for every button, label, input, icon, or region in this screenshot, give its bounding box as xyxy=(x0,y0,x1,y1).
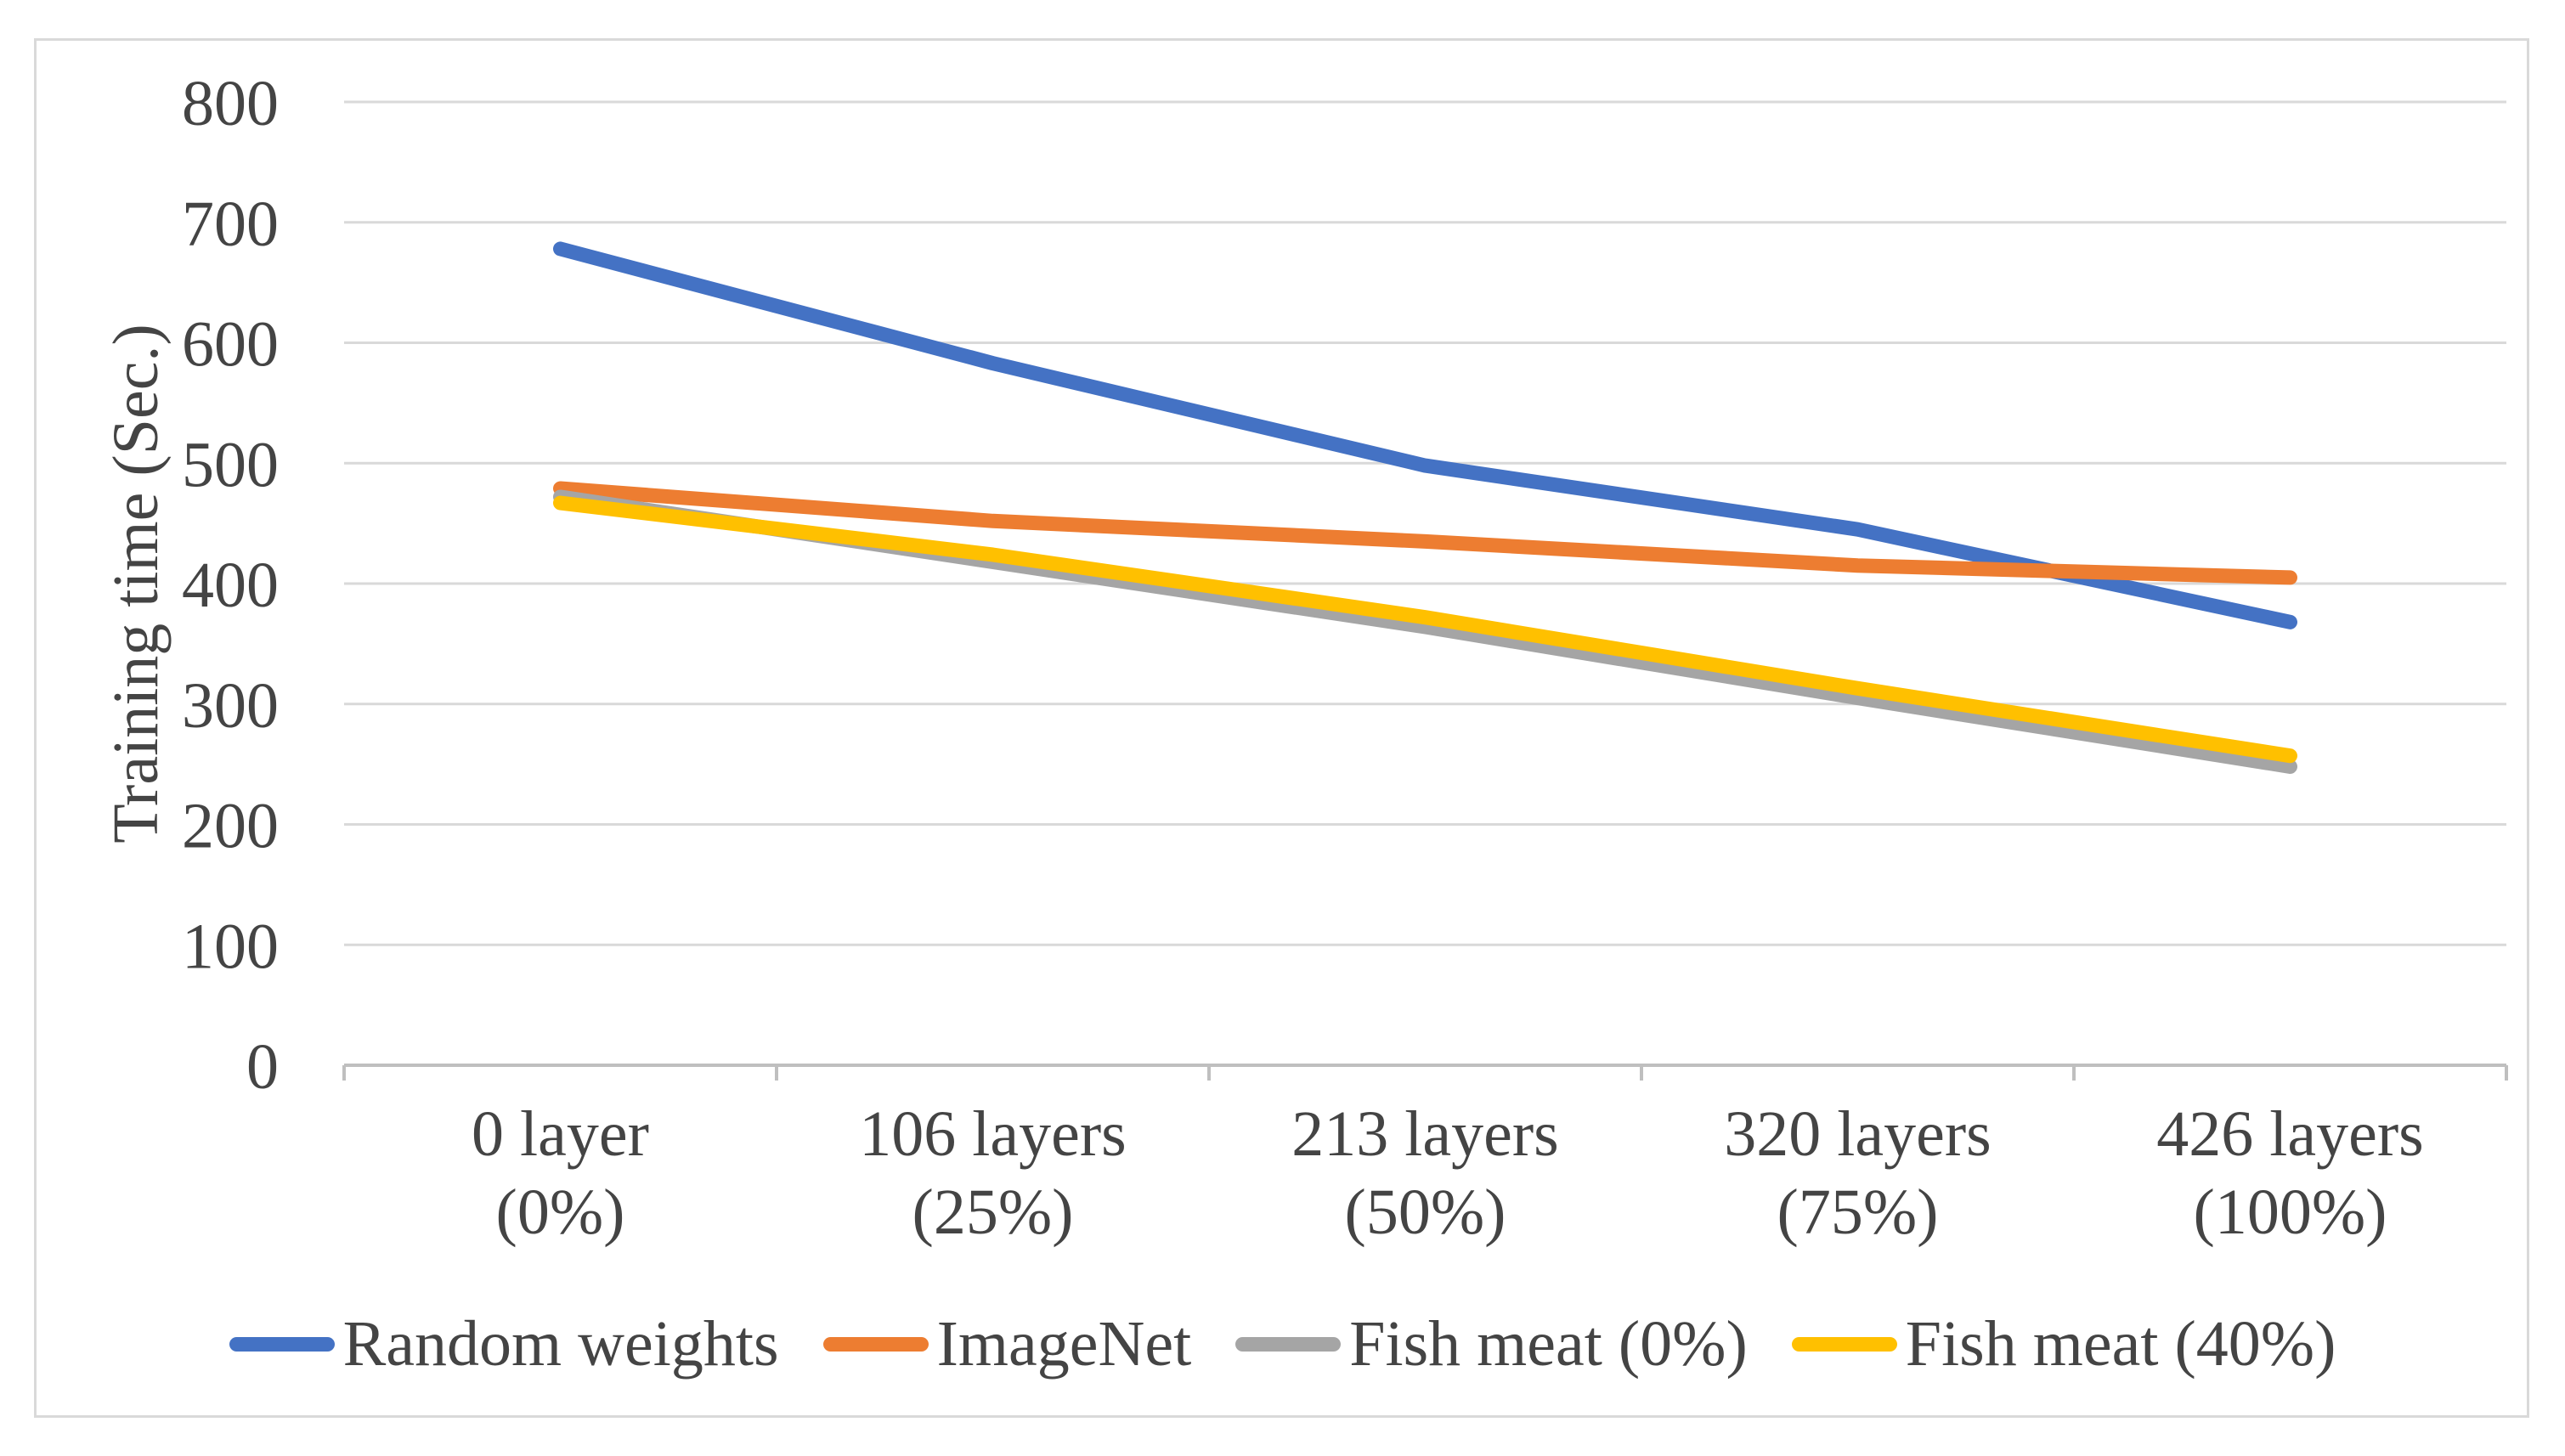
y-tick-label: 400 xyxy=(182,550,279,621)
legend-label: Random weights xyxy=(342,1308,779,1380)
x-category-sublabel: (0%) xyxy=(496,1177,625,1248)
y-tick-label: 200 xyxy=(182,791,279,862)
y-axis-title: Training time (Sec.) xyxy=(100,324,172,843)
x-axis-category-labels: 0 layer(0%) 106 layers(25%) 213 layers(50%… xyxy=(472,1098,2424,1248)
x-category-label: 213 layers xyxy=(1291,1098,1558,1170)
y-tick-label: 500 xyxy=(182,429,279,500)
x-axis xyxy=(342,1064,2508,1081)
y-tick-label: 700 xyxy=(182,189,279,260)
y-tick-label: 100 xyxy=(182,911,279,982)
legend-item: Fish meat (0%) xyxy=(1235,1312,1748,1376)
legend-marker xyxy=(822,1336,929,1352)
y-tick-label: 300 xyxy=(182,670,279,742)
legend-item: Fish meat (40%) xyxy=(1791,1308,2336,1380)
x-category-label: 320 layers xyxy=(1724,1098,1991,1170)
x-category-sublabel: (25%) xyxy=(912,1177,1074,1248)
x-category-label: 0 layer xyxy=(472,1098,649,1170)
series-line-imagenet xyxy=(553,481,2297,585)
legend-marker xyxy=(229,1336,335,1352)
x-category-label: 426 layers xyxy=(2156,1098,2423,1170)
legend-label: ImageNet xyxy=(936,1308,1192,1380)
legend: Random weights ImageNet Fish meat (0%) Fish… xyxy=(51,1284,2514,1403)
y-tick-label: 600 xyxy=(182,309,279,381)
gridlines xyxy=(344,100,2506,946)
series-line-fish-meat-40- xyxy=(553,495,2297,764)
legend-item: Random weights xyxy=(229,1312,779,1376)
y-axis-tick-labels: 0 100 200 300 400 500 600 700 800 xyxy=(182,68,279,1103)
y-tick-label: 0 xyxy=(246,1031,279,1103)
y-tick-label: 800 xyxy=(182,68,279,139)
series-line-random-weights xyxy=(553,241,2297,629)
x-category-label: 106 layers xyxy=(859,1098,1126,1170)
legend-marker xyxy=(1791,1336,1897,1352)
data-series-lines xyxy=(553,241,2297,774)
legend-label: Fish meat (0%) xyxy=(1349,1308,1748,1380)
x-category-sublabel: (75%) xyxy=(1777,1177,1939,1248)
x-category-sublabel: (100%) xyxy=(2194,1177,2387,1248)
legend-label: Fish meat (40%) xyxy=(1905,1308,2336,1380)
legend-marker xyxy=(1235,1336,1342,1352)
x-category-sublabel: (50%) xyxy=(1345,1177,1506,1248)
legend-item: ImageNet xyxy=(822,1308,1192,1380)
